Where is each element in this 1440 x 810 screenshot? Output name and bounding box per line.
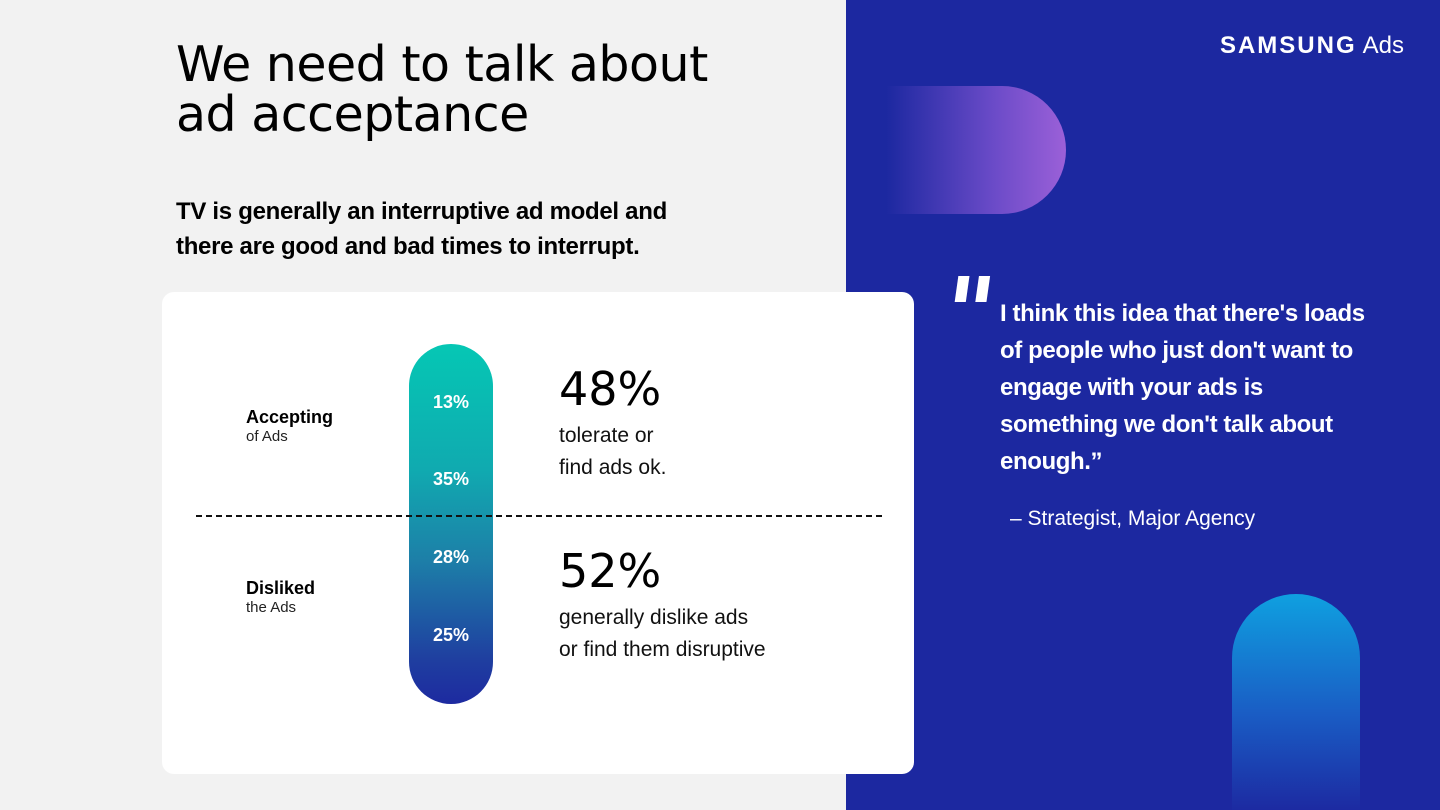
dislike-desc-line-1: generally dislike ads — [559, 606, 749, 629]
quote-attribution: – Strategist, Major Agency — [1010, 507, 1256, 530]
logo-product: Ads — [1362, 32, 1404, 59]
subtitle: TV is generally an interruptive ad model… — [176, 194, 736, 264]
title-line-1: We need to talk about — [176, 36, 708, 93]
dashed-divider — [196, 515, 882, 517]
disliked-label: Disliked — [246, 578, 316, 598]
dislike-stat-value: 52% — [559, 544, 662, 598]
accepting-label-group: Accepting of Ads — [246, 406, 333, 446]
right-panel: SAMSUNG Ads " I think this idea that ther… — [846, 0, 1440, 810]
accepting-sublabel: of Ads — [246, 428, 288, 445]
accept-desc-line-1: tolerate or — [559, 424, 654, 447]
segment-percentage: 13% — [432, 392, 470, 412]
accept-stat-description: tolerate or find ads ok. — [559, 420, 666, 484]
quote-text: I think this idea that there's loads of … — [1000, 300, 1365, 475]
decorative-arch-bottom — [1232, 594, 1360, 810]
quote-mark-icon: " — [936, 257, 1002, 369]
segment-percentage: 25% — [432, 625, 470, 645]
accept-desc-line-2: find ads ok. — [559, 456, 667, 479]
dislike-stat: 52% generally dislike ads or find them d… — [559, 546, 766, 666]
disliked-label-group: Disliked the Ads — [246, 577, 315, 617]
page-title: We need to talk about ad acceptance — [176, 40, 796, 140]
segment-percentage: 35% — [432, 469, 470, 489]
title-line-2: ad acceptance — [176, 86, 529, 143]
percentage-bar: 13% 35% 28% 25% — [409, 344, 493, 704]
dislike-stat-description: generally dislike ads or find them disru… — [559, 602, 766, 666]
ad-acceptance-card: Accepting of Ads Disliked the Ads 13% 35… — [162, 292, 914, 774]
samsung-ads-logo: SAMSUNG Ads — [1220, 32, 1404, 60]
subtitle-line-1: TV is generally an interruptive ad model… — [176, 198, 667, 225]
disliked-sublabel: the Ads — [246, 599, 297, 616]
decorative-half-pill-top — [886, 86, 1066, 214]
subtitle-line-2: there are good and bad times to interrup… — [176, 233, 640, 260]
logo-brand: SAMSUNG — [1219, 32, 1357, 59]
accept-stat-value: 48% — [559, 362, 662, 416]
accepting-label: Accepting — [246, 407, 334, 427]
segment-percentage: 28% — [432, 547, 470, 567]
dislike-desc-line-2: or find them disruptive — [559, 638, 766, 661]
accept-stat: 48% tolerate or find ads ok. — [559, 364, 666, 484]
